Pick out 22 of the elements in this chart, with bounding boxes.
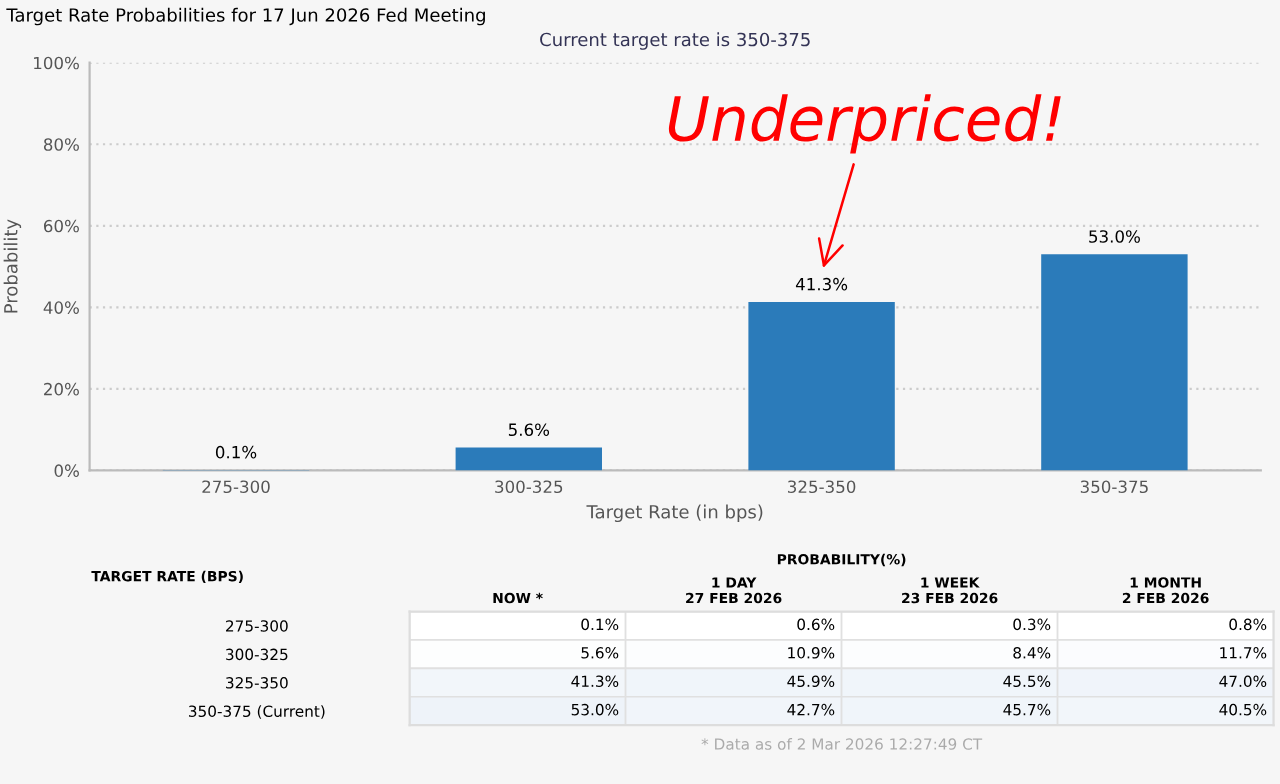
data-label: 53.0%: [1089, 230, 1140, 243]
x-tick-label: 275-300: [202, 480, 270, 494]
y-tick-label: 100%: [34, 56, 79, 70]
chart-subtitle: Current target rate is 350-375: [540, 32, 810, 50]
bar: [455, 447, 602, 471]
x-tick-label: 325-350: [788, 480, 856, 494]
x-tick-label: 350-375: [1080, 480, 1148, 494]
data-label: 0.1%: [215, 445, 257, 459]
y-tick-label: 0%: [54, 464, 79, 477]
x-axis-title: Target Rate (in bps): [586, 504, 763, 523]
y-tick-label: 40%: [43, 301, 79, 314]
y-axis-title: Probability: [3, 219, 22, 313]
bar: [1041, 254, 1188, 471]
annotation: Underpriced!: [668, 94, 1061, 154]
data-label: 5.6%: [508, 423, 550, 437]
data-label: 41.3%: [795, 277, 848, 291]
y-tick-label: 80%: [43, 138, 79, 151]
x-tick-label: 300-325: [495, 480, 563, 494]
bar: [748, 302, 895, 471]
y-tick-label: 60%: [44, 219, 79, 233]
chart-title: Target Rate Probabilities for 17 Jun 2026 Fed Meeting: [6, 7, 485, 26]
y-tick-label: 20%: [44, 382, 79, 396]
